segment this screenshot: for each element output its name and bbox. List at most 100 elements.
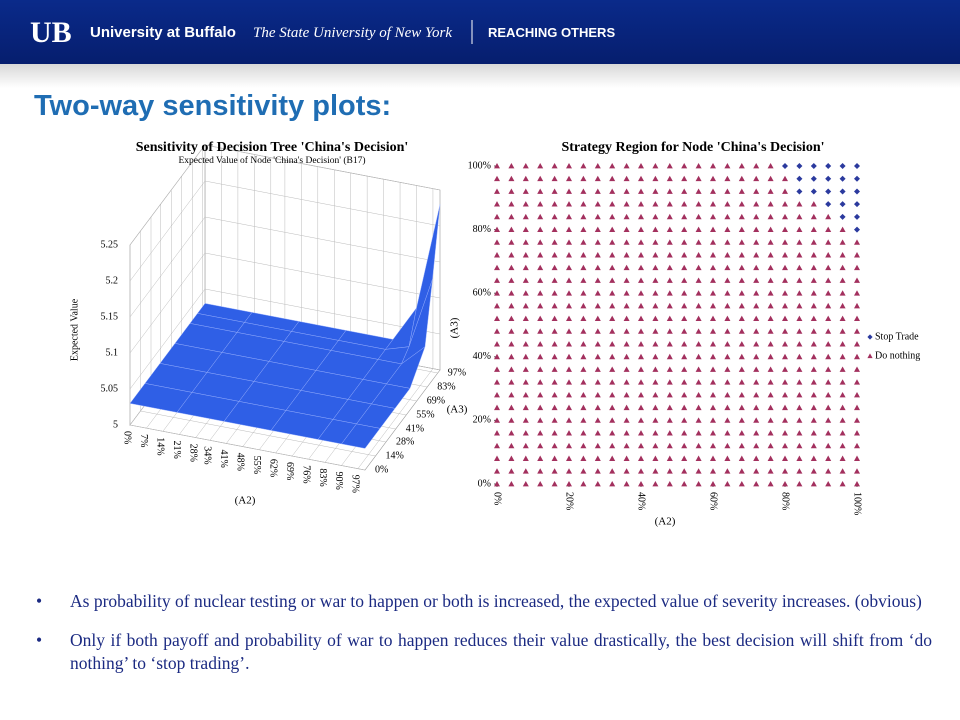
region-point [638,468,644,474]
region-point [796,430,803,436]
x-tick-label: 100% [852,492,863,515]
region-point [825,226,832,232]
region-point [566,188,572,194]
region-point [724,201,731,207]
y-tick-label: 0% [478,478,491,489]
region-point [666,302,673,309]
region-point [738,455,745,461]
region-point [580,442,587,449]
region-point [652,188,659,194]
region-point [681,163,688,169]
region-point [638,404,644,411]
z-tick-label: 5.2 [106,275,119,286]
y-tick-label: 55% [416,409,434,420]
region-point [508,468,515,474]
region-point [594,163,601,169]
region-point [767,442,774,449]
z-tick-label: 5.05 [101,383,119,394]
region-point [537,226,544,232]
region-point [609,239,616,245]
region-point [710,468,716,474]
region-point [854,201,860,208]
region-point [652,366,659,372]
bullet: • Only if both payoff and probability of … [36,630,932,673]
region-point [695,290,702,296]
region-point [580,315,587,322]
region-point [638,455,644,461]
region-point [825,290,832,296]
region-point [738,315,745,322]
region-point [566,391,572,398]
region-point [724,175,731,182]
y-tick-label: 14% [386,450,404,461]
region-point [652,468,659,474]
region-point [609,366,616,372]
region-point [796,328,803,334]
region-point [580,252,587,258]
region-point [551,252,558,258]
region-point [810,366,817,372]
region-point [580,201,587,207]
region-point [796,213,803,220]
region-point [638,188,644,194]
region-point [594,201,601,207]
region-point [753,201,760,207]
region-point [695,315,702,322]
region-point [508,328,515,334]
region-point [724,290,731,296]
region-point [810,391,817,398]
region-point [839,213,846,220]
region-point [666,468,673,474]
region-point [695,226,702,232]
region-point [537,404,544,411]
x-tick-label: 62% [267,459,278,477]
region-point [594,468,601,474]
region-point [854,341,860,347]
region-point [551,201,558,207]
bullet-text: Only if both payoff and probability of w… [70,630,932,673]
region-point [839,188,846,195]
region-point [724,353,731,360]
grid-line [129,424,366,471]
region-point [623,468,630,474]
region-point [666,188,673,194]
region-point [508,455,515,461]
region-point [522,277,529,283]
region-point [609,163,616,169]
region-point [508,430,515,436]
grid-line [129,216,206,318]
region-point [623,302,630,309]
region-point [825,341,832,347]
region-point [738,213,745,220]
region-point [594,379,601,385]
region-point [623,341,630,347]
region-point [782,328,788,334]
region-point [839,201,846,208]
region-point [666,163,673,169]
region-point [594,341,601,347]
region-point [551,226,558,232]
region-point [695,417,702,423]
region-point [810,353,817,360]
region-point [681,328,688,334]
region-point [695,302,702,309]
region-point [695,264,702,271]
region-point [522,226,529,232]
region-point [494,455,500,461]
region-point [753,302,760,309]
region-point [854,163,860,169]
region-point [652,442,659,449]
region-point [724,391,731,398]
region-point [825,328,832,334]
region-point [724,188,731,194]
y-tick-label: 60% [473,287,491,298]
region-point [609,404,616,411]
region-point [537,430,544,436]
region-point [494,264,500,271]
y-tick-label: 28% [396,436,414,447]
region-point [738,328,745,334]
region-point [825,417,832,423]
region-point [594,302,601,309]
region-point [494,277,500,283]
region-point [594,290,601,296]
